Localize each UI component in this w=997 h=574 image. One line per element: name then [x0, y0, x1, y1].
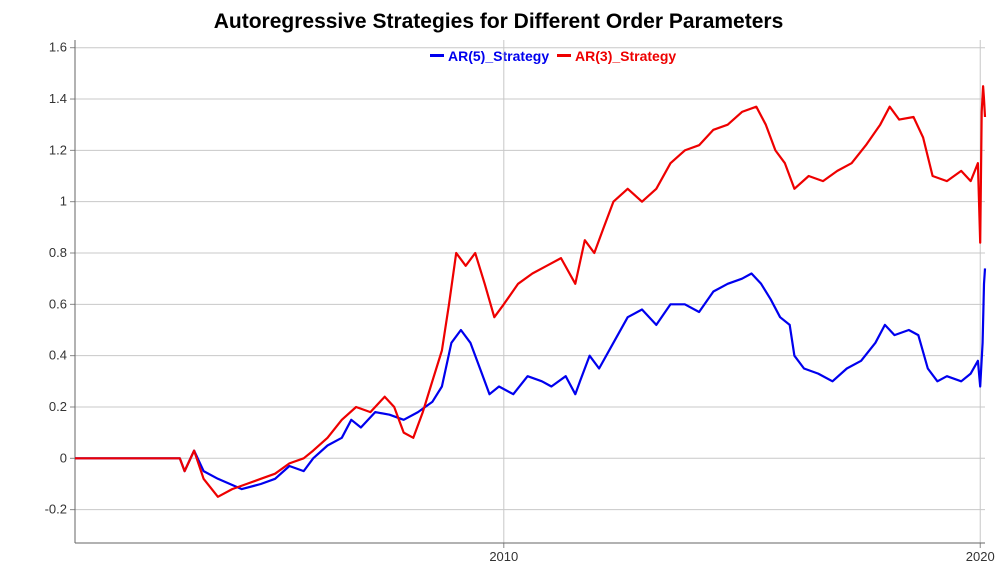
series-line-ar5[interactable]: [75, 268, 987, 491]
legend-swatch-ar5: [430, 54, 444, 57]
series-layer: [75, 85, 987, 498]
legend-swatch-ar3: [557, 54, 572, 57]
y-tick-label: 0.2: [49, 399, 67, 414]
series-line-ar3[interactable]: [75, 85, 987, 498]
y-tick-label: 0.8: [49, 245, 67, 260]
legend-label-ar3: AR(3)_Strategy: [575, 47, 677, 64]
y-tick-label: 1.2: [49, 142, 67, 157]
x-tick-label: 2010: [489, 549, 518, 564]
legend-label-ar5: AR(5)_Strategy: [448, 47, 550, 64]
chart-title: Autoregressive Strategies for Different …: [213, 10, 784, 33]
y-tick-label: -0.2: [45, 502, 67, 517]
y-tick-label: 0.4: [49, 348, 67, 363]
y-tick-label: 0: [60, 450, 67, 465]
grid-lines: [75, 40, 985, 543]
legend: AR(5)_Strategy AR(3)_Strategy: [430, 44, 680, 64]
axes: -0.2 0 0.2 0.4 0.6 0.8 1 1.2 1.4 1.6 2010 2020: [45, 40, 995, 564]
x-tick-label: 2020: [966, 549, 995, 564]
y-tick-label: 0.6: [49, 296, 67, 311]
legend-item-ar3[interactable]: AR(3)_Strategy: [557, 48, 676, 64]
y-tick-label: 1: [60, 194, 67, 209]
y-tick-label: 1.4: [49, 91, 67, 106]
legend-item-ar5[interactable]: AR(5)_Strategy: [430, 48, 549, 64]
y-tick-label: 1.6: [49, 40, 67, 55]
